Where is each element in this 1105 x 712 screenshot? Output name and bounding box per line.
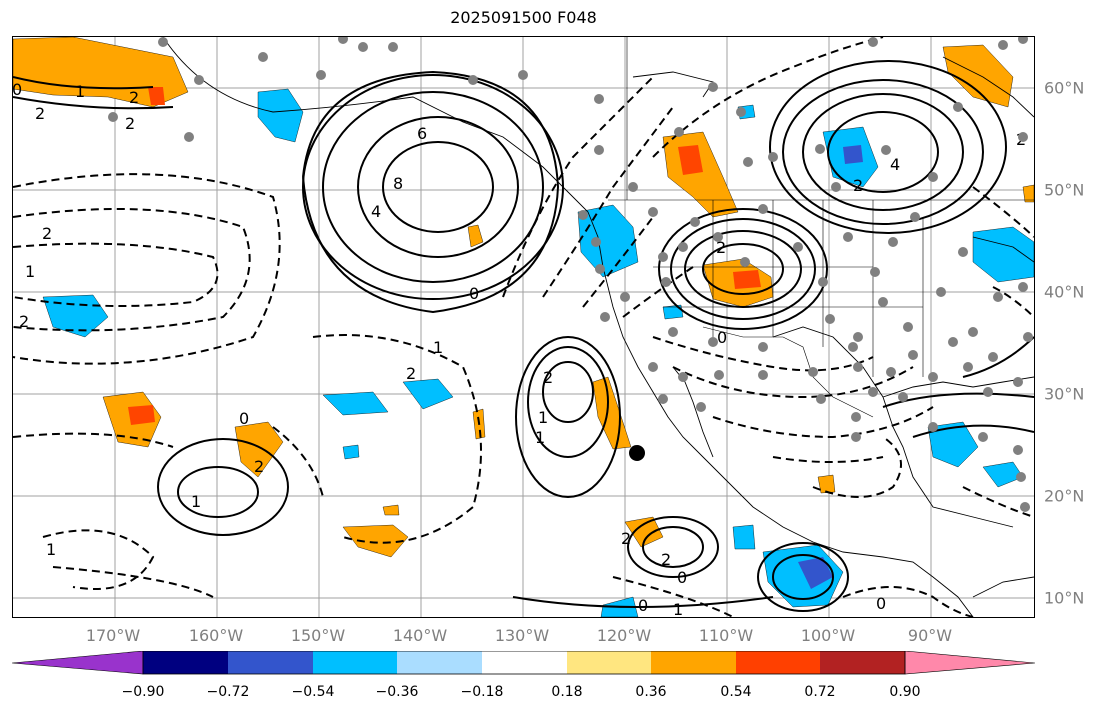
lat-label: 50°N [1044,180,1085,200]
colorbar-right-extension [904,651,1036,675]
contour-label: 2 [853,176,863,195]
colorbar-tick-label: −0.54 [291,684,335,700]
shading-strong-negative [798,145,863,589]
lon-label: 100°W [800,626,856,645]
lon-label: 150°W [290,626,346,645]
contour-label: 2 [129,88,139,107]
lon-label: 140°W [392,626,448,645]
contour-label: 8 [393,174,403,193]
contour-label: 0 [13,80,22,99]
contours-positive [13,60,1034,612]
map-title: 2025091500 F048 [450,8,597,27]
contour-label: 1 [673,600,683,617]
contour-label: 0 [469,284,479,303]
colorbar-segment [567,651,651,674]
contour-label: 1 [46,540,56,559]
contour-label: 2 [19,312,29,331]
colorbar-segment [143,651,228,674]
contour-label: 2 [42,224,52,243]
map-panel[interactable]: 0 2 1 2 2 6 8 4 4 2 2 2 1 2 0 1 2 2 1 1 … [12,36,1035,618]
colorbar-segment [228,651,313,674]
lon-label: 110°W [698,626,754,645]
colorbar-left-extension [12,651,144,675]
colorbar-tick-label: 0.90 [889,684,921,700]
colorbar-tick-label: 0.36 [635,684,667,700]
contour-label: 1 [538,408,548,427]
lon-label: 90°W [907,626,953,645]
lon-label: 170°W [85,626,141,645]
contour-label: 2 [406,364,416,383]
colorbar [12,651,1036,675]
contour-label: 1 [535,428,545,447]
colorbar-tick-label: −0.90 [121,684,165,700]
contour-label: 2 [125,114,135,133]
colorbar-segment [651,651,736,674]
contour-label: 0 [239,409,249,428]
lat-label: 10°N [1044,588,1085,608]
colorbar-segment [397,651,482,674]
contour-label: 2 [716,238,726,257]
contour-label: 2 [621,529,631,548]
shading-strong-positive [128,87,761,425]
colorbar-segment [736,651,820,674]
contours-negative [13,37,1034,617]
map-canvas: 0 2 1 2 2 6 8 4 4 2 2 2 1 2 0 1 2 2 1 1 … [13,37,1034,617]
lon-label: 160°W [188,626,244,645]
contour-label: 2 [661,550,671,569]
lon-label: 130°W [494,626,550,645]
lon-label: 120°W [596,626,652,645]
lat-label: 40°N [1044,282,1085,302]
contour-label: 2 [254,457,264,476]
contour-label: 1 [433,338,443,357]
colorbar-tick-label: 0.54 [720,684,752,700]
colorbar-segment [313,651,397,674]
location-marker[interactable] [629,445,645,461]
contour-label: 6 [417,124,427,143]
contour-label: 1 [191,492,201,511]
colorbar-tick-label: 0.72 [804,684,836,700]
contour-label: 0 [638,596,648,615]
contour-label: 4 [371,202,381,221]
colorbar-tick-label: 0.18 [551,684,583,700]
coastlines [162,37,1034,617]
lat-label: 60°N [1044,78,1085,98]
contour-label: 0 [717,328,727,347]
contour-label: 2 [35,104,45,123]
lat-label: 20°N [1044,486,1085,506]
colorbar-tick-label: −0.36 [375,684,419,700]
station-dots [108,37,1033,512]
contour-label: 2 [543,368,553,387]
contour-label: 0 [677,568,687,587]
colorbar-segment [820,651,905,674]
colorbar-tick-label: −0.18 [460,684,504,700]
colorbar-tick-label: −0.72 [206,684,250,700]
contour-label: 0 [876,594,886,613]
graticule [13,37,1034,617]
contour-label: 1 [25,262,35,281]
contour-label: 4 [890,155,900,174]
contour-label: 1 [75,82,85,101]
colorbar-segment [482,651,567,674]
lat-label: 30°N [1044,384,1085,404]
